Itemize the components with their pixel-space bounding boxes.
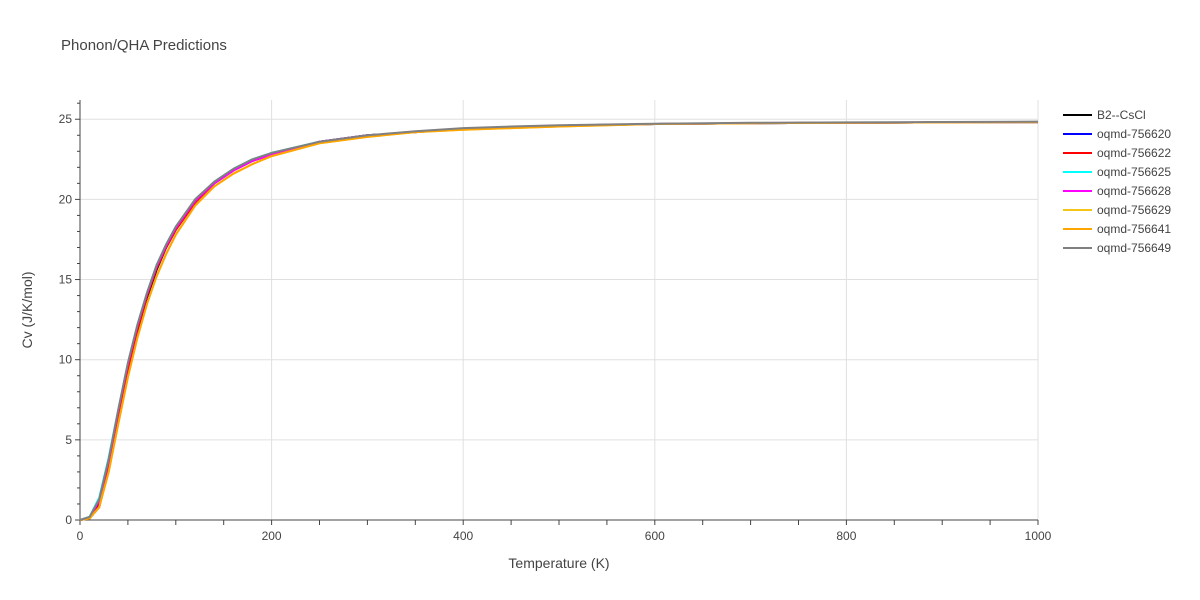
legend-item[interactable]: oqmd-756649 [1063, 241, 1171, 255]
series-line-oqmd-756625 [79, 121, 1039, 521]
axes: 0 200 400 600 800 1000 0 5 10 15 20 25 [59, 100, 1052, 543]
legend-item[interactable]: oqmd-756641 [1063, 222, 1171, 236]
y-tick-label: 5 [65, 433, 72, 447]
x-axis-title: Temperature (K) [508, 555, 609, 571]
legend[interactable]: B2--CsCl oqmd-756620 oqmd-756622 oqmd-75662… [1063, 108, 1171, 255]
series-line-oqmd-756628 [79, 121, 1039, 521]
legend-label: oqmd-756622 [1097, 146, 1171, 160]
legend-label: oqmd-756620 [1097, 127, 1171, 141]
legend-label: oqmd-756649 [1097, 241, 1171, 255]
series-line-oqmd-756649 [79, 120, 1039, 521]
series-line-oqmd-756629 [79, 121, 1039, 521]
legend-label: oqmd-756628 [1097, 184, 1171, 198]
series-layer [79, 120, 1039, 521]
legend-item[interactable]: oqmd-756620 [1063, 127, 1171, 141]
legend-item[interactable]: oqmd-756622 [1063, 146, 1171, 160]
legend-label: oqmd-756641 [1097, 222, 1171, 236]
x-tick-label: 800 [836, 529, 856, 543]
series-line-oqmd-756620 [79, 121, 1039, 521]
series-line-b2-cscl [79, 121, 1039, 521]
x-tick-label: 0 [77, 529, 84, 543]
y-tick-label: 20 [59, 192, 73, 206]
chart-title: Phonon/QHA Predictions [61, 37, 227, 54]
legend-label: oqmd-756625 [1097, 165, 1171, 179]
y-tick-label: 15 [59, 273, 73, 287]
x-tick-label: 600 [645, 529, 665, 543]
grid [80, 100, 1039, 520]
x-tick-label: 200 [262, 529, 282, 543]
x-tick-label: 1000 [1025, 529, 1052, 543]
series-line-oqmd-756641 [79, 121, 1039, 521]
legend-item[interactable]: B2--CsCl [1063, 108, 1146, 122]
x-tick-label: 400 [453, 529, 473, 543]
legend-item[interactable]: oqmd-756628 [1063, 184, 1171, 198]
series-line-oqmd-756622 [79, 121, 1039, 521]
y-tick-label: 10 [59, 353, 73, 367]
y-tick-label: 25 [59, 112, 73, 126]
legend-label: B2--CsCl [1097, 108, 1146, 122]
legend-item[interactable]: oqmd-756625 [1063, 165, 1171, 179]
y-tick-label: 0 [65, 513, 72, 527]
y-axis-title: Cv (J/K/mol) [19, 272, 35, 349]
legend-item[interactable]: oqmd-756629 [1063, 203, 1171, 217]
legend-label: oqmd-756629 [1097, 203, 1171, 217]
